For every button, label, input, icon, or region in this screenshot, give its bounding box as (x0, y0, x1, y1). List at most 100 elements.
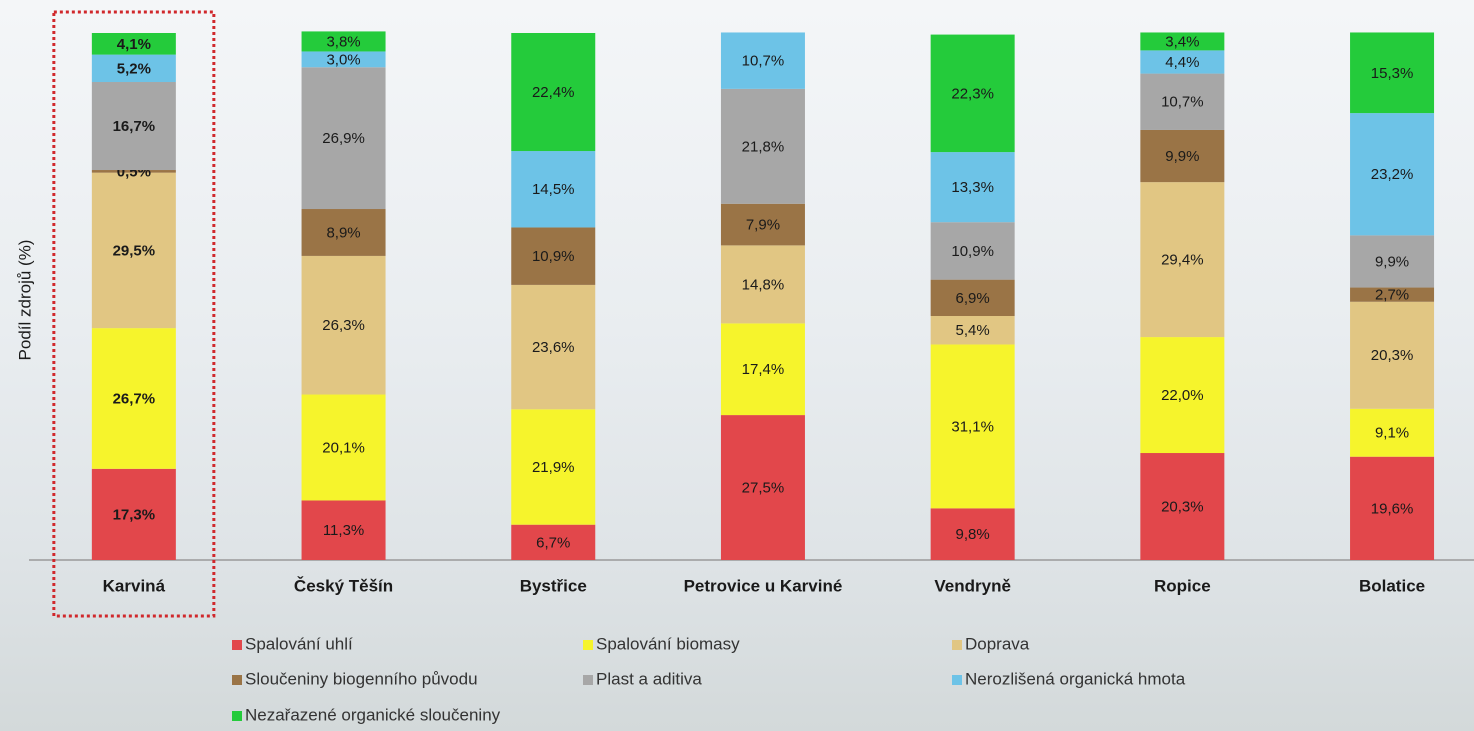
bar-segment (930, 315, 1015, 345)
data-label: 10,9% (951, 243, 994, 260)
bar-segment (91, 54, 176, 83)
bar-segment (930, 344, 1015, 509)
bar-segment (511, 524, 596, 560)
bar-segment (91, 468, 176, 560)
legend-label: Sloučeniny biogenního původu (245, 669, 478, 688)
data-label: 13,3% (951, 179, 994, 196)
bar-segment (1140, 32, 1225, 51)
legend-swatch (232, 675, 242, 685)
legend-label: Spalování uhlí (245, 634, 353, 653)
data-label: 4,1% (117, 36, 151, 53)
bar-segment (1350, 408, 1435, 457)
data-label: 7,9% (746, 217, 780, 234)
data-label: 9,1% (1375, 425, 1409, 442)
legend-label: Doprava (965, 634, 1030, 653)
bar-segment (1140, 337, 1225, 454)
bar-segment (1350, 113, 1435, 236)
data-label: 9,8% (956, 526, 990, 543)
bar-segment (1350, 287, 1435, 302)
bar-segment (301, 209, 386, 256)
data-label: 10,9% (532, 248, 575, 265)
data-label: 9,9% (1375, 253, 1409, 270)
legend-swatch (952, 640, 962, 650)
data-label: 21,8% (742, 138, 785, 155)
legend-swatch (583, 675, 593, 685)
data-label: 20,1% (322, 439, 365, 456)
bar-segment (511, 227, 596, 285)
data-label: 16,7% (113, 118, 156, 135)
data-label: 27,5% (742, 480, 785, 497)
bar-segment (91, 33, 176, 55)
data-label: 17,3% (113, 506, 156, 523)
bar-segment (301, 394, 386, 501)
bar-segment (511, 151, 596, 228)
bar-segment (301, 67, 386, 210)
data-label: 5,2% (117, 60, 151, 77)
data-label: 2,7% (1375, 287, 1409, 304)
bar-segment (720, 203, 805, 246)
data-label: 17,4% (742, 361, 785, 378)
x-tick-label: Bolatice (1359, 576, 1425, 595)
bar-segment (1350, 32, 1435, 114)
bar-segment (930, 279, 1015, 316)
x-tick-label: Karviná (103, 576, 166, 595)
bar-segment (91, 172, 176, 329)
legend-label: Spalování biomasy (596, 634, 740, 653)
bar-segment (1350, 301, 1435, 409)
data-label: 4,4% (1165, 54, 1199, 71)
data-label: 14,5% (532, 181, 575, 198)
data-label: 9,9% (1165, 148, 1199, 165)
data-label: 22,0% (1161, 387, 1204, 404)
data-label: 20,3% (1161, 498, 1204, 515)
bar-segment (1140, 73, 1225, 130)
bar-segment (1140, 129, 1225, 183)
bar-segment (301, 500, 386, 560)
data-label: 31,1% (951, 418, 994, 435)
bar-segment (930, 152, 1015, 223)
data-label: 3,4% (1165, 33, 1199, 50)
bar-segment (930, 508, 1015, 560)
x-tick-label: Petrovice u Karviné (684, 576, 843, 595)
data-label: 20,3% (1371, 347, 1414, 364)
x-tick-label: Bystřice (520, 576, 587, 595)
bar-segment (301, 31, 386, 52)
bar-segment (930, 222, 1015, 280)
bar-segment (1140, 50, 1225, 74)
legend-label: Nerozlišená organická hmota (965, 669, 1186, 688)
legend-label: Nezařazené organické sloučeniny (245, 705, 501, 724)
bar-segment (1350, 235, 1435, 288)
legend-swatch (583, 640, 593, 650)
data-label: 10,7% (742, 53, 785, 70)
bar-segment (511, 409, 596, 525)
legend-swatch (952, 675, 962, 685)
x-tick-label: Ropice (1154, 576, 1211, 595)
legend-swatch (232, 711, 242, 721)
bar-segment (720, 245, 805, 324)
data-label: 29,4% (1161, 252, 1204, 269)
bar-segment (301, 255, 386, 395)
data-label: 23,2% (1371, 166, 1414, 183)
legend-label: Plast a aditiva (596, 669, 702, 688)
data-label: 22,4% (532, 84, 575, 101)
bar-segment (720, 415, 805, 560)
highlight-box (52, 10, 216, 618)
data-label: 5,4% (956, 322, 990, 339)
data-label: 29,5% (113, 242, 156, 259)
bar-segment (720, 88, 805, 204)
data-label: 22,3% (951, 85, 994, 102)
bar-segment (1140, 453, 1225, 560)
data-label: 3,8% (326, 33, 360, 50)
data-label: 19,6% (1371, 500, 1414, 517)
data-label: 15,3% (1371, 65, 1414, 82)
bar-segment (511, 284, 596, 410)
bar-segment (1350, 456, 1435, 560)
data-label: 21,9% (532, 459, 575, 476)
data-label: 6,9% (956, 290, 990, 307)
bar-segment (511, 33, 596, 152)
data-label: 26,7% (113, 390, 156, 407)
y-axis-label: Podíl zdrojů (%) (15, 240, 34, 361)
bar-segment (91, 170, 176, 173)
data-label: 8,9% (326, 224, 360, 241)
